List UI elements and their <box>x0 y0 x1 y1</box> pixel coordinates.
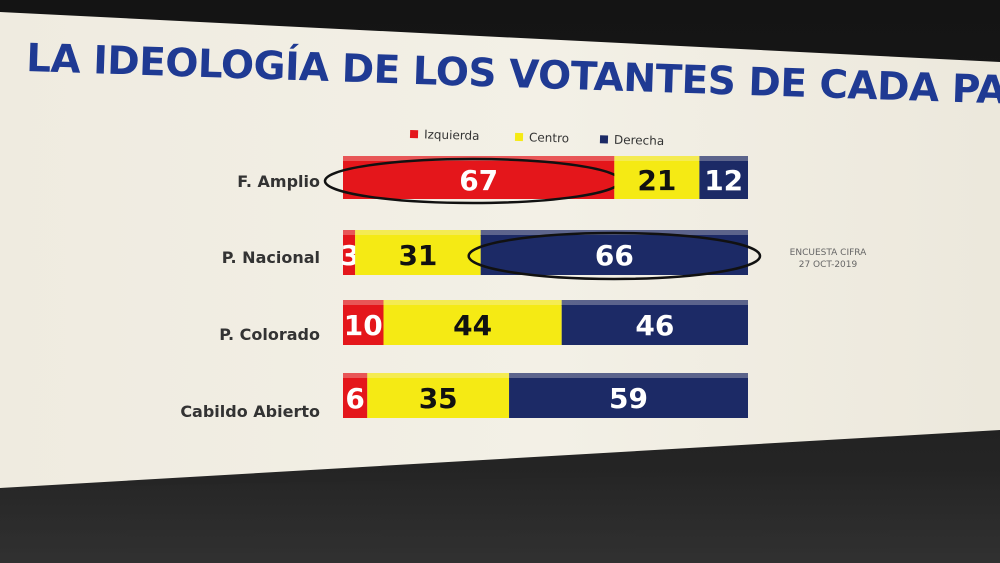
bar-p-nacional-izquierda-value-label: 3 <box>340 239 359 272</box>
bar-cabildo-abierto-centro-top-face <box>367 373 510 379</box>
bar-p-nacional-izquierda-top-face <box>343 230 356 236</box>
bar-p-colorado-izquierda-top-face <box>343 300 384 306</box>
bar-cabildo-abierto-izquierda-top-face <box>343 373 368 379</box>
bar-p-colorado-centro <box>383 305 562 345</box>
bar-p-colorado-derecha-top-face <box>561 300 748 306</box>
bar-p-nacional-centro-top-face <box>355 230 481 236</box>
bar-f-amplio-derecha <box>699 161 748 199</box>
category-label-f-amplio: F. Amplio <box>237 172 320 191</box>
bar-p-colorado-izquierda <box>343 305 384 345</box>
bar-p-colorado-centro-value-label: 44 <box>453 309 492 342</box>
bar-p-nacional-izquierda <box>343 235 356 275</box>
bar-cabildo-abierto-centro-value-label: 35 <box>419 382 458 415</box>
bar-f-amplio-derecha-top-face <box>699 156 748 162</box>
studio-floor <box>0 470 1000 563</box>
bar-p-colorado-centro-top-face <box>383 300 562 306</box>
bar-f-amplio-izquierda-value-label: 67 <box>459 164 498 197</box>
bar-cabildo-abierto-derecha-value-label: 59 <box>609 382 648 415</box>
bar-p-nacional-derecha <box>480 235 748 275</box>
source-note: ENCUESTA CIFRA 27 OCT-2019 <box>778 247 878 271</box>
bar-cabildo-abierto-izquierda-value-label: 6 <box>345 382 364 415</box>
bar-cabildo-abierto-derecha <box>509 378 748 418</box>
category-label-p-colorado: P. Colorado <box>219 325 320 344</box>
bar-f-amplio-centro <box>614 161 700 199</box>
category-label-cabildo-abierto: Cabildo Abierto <box>180 402 320 421</box>
bar-p-colorado-izquierda-value-label: 10 <box>344 309 383 342</box>
bar-p-nacional-derecha-highlight-circle <box>467 231 762 281</box>
bar-p-colorado-derecha-value-label: 46 <box>635 309 674 342</box>
source-note-line-1: ENCUESTA CIFRA <box>789 248 867 258</box>
bar-p-nacional-centro-value-label: 31 <box>398 239 437 272</box>
bar-p-nacional-derecha-value-label: 66 <box>595 239 634 272</box>
category-label-p-nacional: P. Nacional <box>221 248 320 267</box>
bar-cabildo-abierto-centro <box>367 378 510 418</box>
bar-f-amplio-centro-top-face <box>614 156 700 162</box>
bar-f-amplio-centro-value-label: 21 <box>637 164 676 197</box>
bar-f-amplio-derecha-value-label: 12 <box>704 164 743 197</box>
bar-cabildo-abierto-derecha-top-face <box>509 373 748 379</box>
bar-p-nacional-centro <box>355 235 481 275</box>
bar-p-colorado-derecha <box>561 305 748 345</box>
bar-cabildo-abierto-izquierda <box>343 378 368 418</box>
source-note-line-2: 27 OCT-2019 <box>798 260 858 270</box>
bar-f-amplio-izquierda <box>343 161 615 199</box>
